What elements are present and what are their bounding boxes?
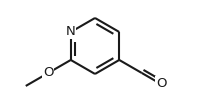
- Text: O: O: [43, 66, 53, 79]
- Text: N: N: [66, 25, 76, 38]
- Text: O: O: [156, 77, 166, 90]
